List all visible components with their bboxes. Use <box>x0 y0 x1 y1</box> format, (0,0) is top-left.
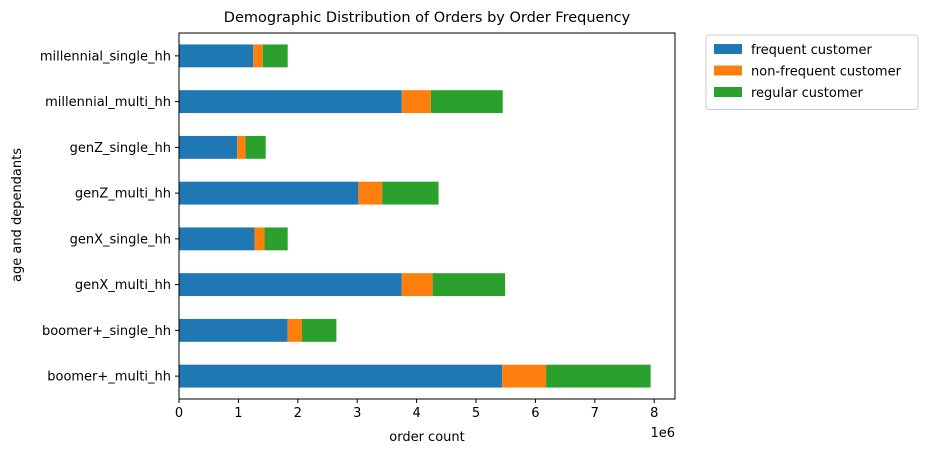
x-tick-label: 6 <box>531 406 539 421</box>
y-tick-label: genX_single_hh <box>70 232 171 247</box>
x-tick-label: 8 <box>650 406 658 421</box>
bar-millennial_multi_hh-regular-customer <box>430 90 503 114</box>
y-tick-label: boomer+_single_hh <box>42 324 171 339</box>
bar-genZ_single_hh-non-frequent-customer <box>237 135 246 159</box>
y-tick-label: millennial_single_hh <box>40 49 171 64</box>
bar-genZ_single_hh-regular-customer <box>245 135 266 159</box>
chart-title: Demographic Distribution of Orders by Or… <box>224 10 631 26</box>
bar-millennial_multi_hh-frequent-customer <box>179 90 402 114</box>
x-tick-label: 4 <box>412 406 420 421</box>
y-tick-label: boomer+_multi_hh <box>47 370 171 385</box>
x-tick-label: 1 <box>234 406 242 421</box>
bar-genX_multi_hh-frequent-customer <box>179 273 402 297</box>
x-tick-label: 2 <box>294 406 302 421</box>
x-tick-label: 3 <box>353 406 361 421</box>
bar-genX_single_hh-frequent-customer <box>179 227 255 251</box>
legend-label: regular customer <box>751 86 863 101</box>
y-axis-label: age and dependants <box>10 148 25 282</box>
axes-frame <box>178 32 676 400</box>
y-tick-label: genX_multi_hh <box>75 278 171 293</box>
bar-genZ_multi_hh-regular-customer <box>382 181 439 205</box>
bar-millennial_single_hh-non-frequent-customer <box>253 44 263 68</box>
bar-genZ_multi_hh-non-frequent-customer <box>358 181 383 205</box>
bar-genX_single_hh-non-frequent-customer <box>254 227 265 251</box>
legend-swatch <box>714 87 742 97</box>
bar-millennial_single_hh-regular-customer <box>262 44 288 68</box>
y-tick-label: genZ_multi_hh <box>75 187 171 202</box>
x-axis-label: order count <box>389 430 464 445</box>
bar-boomer+_multi_hh-non-frequent-customer <box>502 364 547 388</box>
plot-area: boomer+_multi_hh boomer+_single_hh genX_mu… <box>40 32 676 421</box>
y-tick-label: genZ_single_hh <box>70 141 171 156</box>
bar-millennial_single_hh-frequent-customer <box>179 44 254 68</box>
y-tick-label: millennial_multi_hh <box>45 95 171 110</box>
legend: frequent customer non-frequent customer re… <box>705 34 919 110</box>
bar-genX_multi_hh-non-frequent-customer <box>401 273 433 297</box>
bar-genX_multi_hh-regular-customer <box>432 273 506 297</box>
bar-genZ_multi_hh-frequent-customer <box>179 181 359 205</box>
legend-swatch <box>714 44 742 54</box>
bar-boomer+_single_hh-regular-customer <box>301 318 337 342</box>
bar-boomer+_single_hh-non-frequent-customer <box>287 318 302 342</box>
legend-swatch <box>714 65 742 76</box>
x-axis-multiplier: 1e6 <box>650 426 675 441</box>
bar-millennial_multi_hh-non-frequent-customer <box>401 90 431 114</box>
legend-frame <box>705 34 919 110</box>
legend-label: non-frequent customer <box>751 65 902 80</box>
x-tick-label: 5 <box>472 406 480 421</box>
bar-genZ_single_hh-frequent-customer <box>179 135 238 159</box>
bar-genX_single_hh-regular-customer <box>264 227 288 251</box>
bar-boomer+_multi_hh-regular-customer <box>546 364 651 388</box>
bar-boomer+_single_hh-frequent-customer <box>179 318 288 342</box>
x-tick-label: 7 <box>591 406 599 421</box>
x-tick-label: 0 <box>175 406 183 421</box>
bar-boomer+_multi_hh-frequent-customer <box>179 364 503 388</box>
legend-label: frequent customer <box>751 43 872 58</box>
